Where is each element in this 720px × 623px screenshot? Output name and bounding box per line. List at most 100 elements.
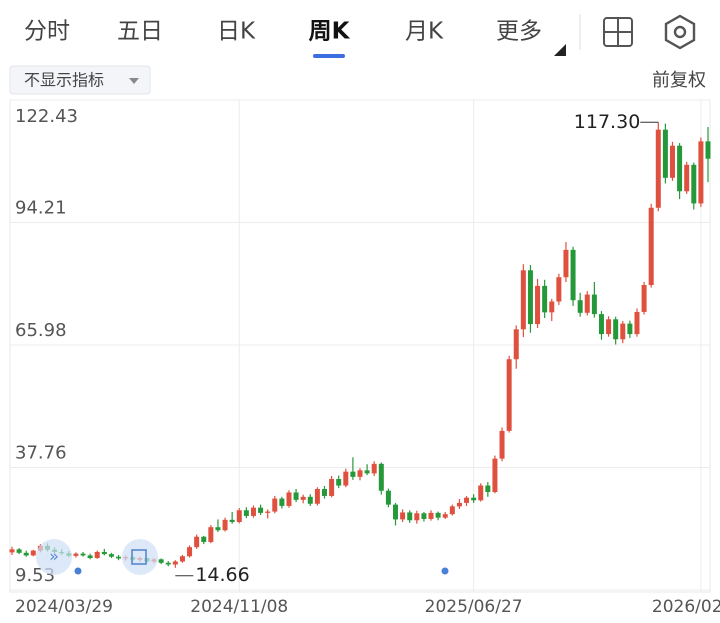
tab[interactable]: 月K bbox=[405, 19, 444, 45]
candle-body bbox=[513, 329, 519, 360]
tab[interactable]: 更多 bbox=[496, 19, 542, 45]
candle-body bbox=[23, 552, 29, 556]
candle-body bbox=[343, 471, 349, 486]
candle-body bbox=[73, 553, 79, 556]
candle-body bbox=[108, 554, 114, 557]
candle-body bbox=[94, 551, 100, 559]
candle-body bbox=[350, 471, 356, 477]
candle-body bbox=[243, 510, 249, 516]
x-tick-label: 2025/06/27 bbox=[425, 597, 523, 617]
x-tick-label: 2024/11/08 bbox=[190, 597, 288, 617]
candle-body bbox=[506, 359, 512, 431]
candle-body bbox=[520, 270, 526, 330]
x-tick-label: 2024/03/29 bbox=[15, 597, 113, 617]
candle-body bbox=[300, 496, 306, 500]
grid-icon[interactable] bbox=[603, 17, 633, 47]
candle-body bbox=[684, 164, 690, 192]
candle-body bbox=[208, 527, 214, 542]
candle-body bbox=[464, 497, 470, 503]
candle-body bbox=[449, 506, 455, 515]
candle-body bbox=[669, 145, 675, 178]
max-annotation: 117.30 bbox=[574, 111, 640, 133]
candle-body bbox=[627, 323, 633, 335]
settings-icon[interactable] bbox=[664, 14, 696, 50]
candle-body bbox=[527, 270, 533, 325]
candle-body bbox=[172, 561, 178, 565]
candle-body bbox=[435, 512, 441, 518]
tab-active[interactable]: 周K bbox=[309, 19, 351, 45]
candle-body bbox=[364, 470, 370, 474]
candle-body bbox=[414, 513, 420, 521]
candle-body bbox=[677, 145, 683, 192]
candle-body bbox=[16, 549, 22, 553]
candle-body bbox=[648, 207, 654, 286]
candle-body bbox=[371, 463, 377, 474]
candle-body bbox=[620, 323, 626, 340]
candle-body bbox=[591, 294, 597, 315]
candle-body bbox=[705, 141, 711, 159]
candle-body bbox=[314, 489, 320, 504]
candle-body bbox=[229, 519, 235, 522]
candle-body bbox=[456, 502, 462, 507]
floating-icons: » bbox=[36, 539, 449, 575]
candle-body bbox=[272, 498, 278, 512]
adjust-label[interactable]: 前复权 bbox=[652, 70, 706, 91]
candle-body bbox=[563, 249, 569, 278]
candle-body bbox=[478, 485, 484, 501]
candle-body bbox=[570, 249, 576, 301]
candle-body bbox=[9, 549, 15, 553]
candle-body bbox=[471, 497, 477, 501]
candle-body bbox=[577, 300, 583, 313]
tab[interactable]: 分时 bbox=[24, 19, 70, 45]
candle-body bbox=[215, 527, 221, 531]
candle-body bbox=[265, 511, 271, 513]
candle-body bbox=[606, 319, 612, 335]
candle-body bbox=[179, 556, 185, 562]
candle-body bbox=[613, 319, 619, 340]
candle-body bbox=[378, 463, 384, 491]
dropdown-arrow bbox=[129, 78, 139, 84]
candle-body bbox=[101, 551, 107, 555]
candle-body bbox=[307, 496, 313, 504]
candle-body bbox=[336, 479, 342, 486]
candle-body bbox=[549, 301, 555, 313]
candle-body bbox=[400, 512, 406, 520]
tab-underline bbox=[313, 54, 345, 58]
candle-body bbox=[393, 504, 399, 520]
indicator-button[interactable] bbox=[9, 65, 151, 95]
candle-body bbox=[485, 485, 491, 493]
candle-body bbox=[87, 555, 93, 559]
candle-body bbox=[80, 553, 86, 556]
tab[interactable]: 五日 bbox=[117, 19, 163, 45]
candle-body bbox=[662, 129, 668, 178]
chart-frame bbox=[9, 99, 711, 593]
candle-body bbox=[421, 513, 427, 519]
candle-body bbox=[442, 514, 448, 518]
tab[interactable]: 日K bbox=[217, 19, 256, 45]
candle-body bbox=[535, 285, 541, 325]
candle-body bbox=[385, 490, 391, 505]
y-tick-label: 94.21 bbox=[15, 197, 67, 218]
candle-body bbox=[407, 512, 413, 521]
more-corner bbox=[554, 44, 566, 56]
y-tick-label: 37.76 bbox=[15, 442, 67, 463]
candle-body bbox=[428, 512, 434, 519]
candle-body bbox=[30, 550, 36, 556]
candle-body bbox=[634, 311, 640, 335]
candle-body bbox=[222, 519, 228, 531]
candle-body bbox=[165, 562, 171, 565]
svg-text:»: » bbox=[49, 547, 59, 566]
candle-body bbox=[655, 129, 661, 208]
candle-body bbox=[250, 507, 256, 516]
candle-body bbox=[556, 277, 562, 302]
indicator-label[interactable]: 不显示指标 bbox=[24, 71, 104, 90]
candle-body bbox=[201, 536, 207, 542]
y-tick-label: 65.98 bbox=[15, 320, 67, 341]
candle-body bbox=[499, 430, 505, 459]
candle-body bbox=[321, 489, 327, 496]
candle-body bbox=[542, 285, 548, 313]
candle-body bbox=[236, 510, 242, 522]
candle-body bbox=[584, 294, 590, 313]
